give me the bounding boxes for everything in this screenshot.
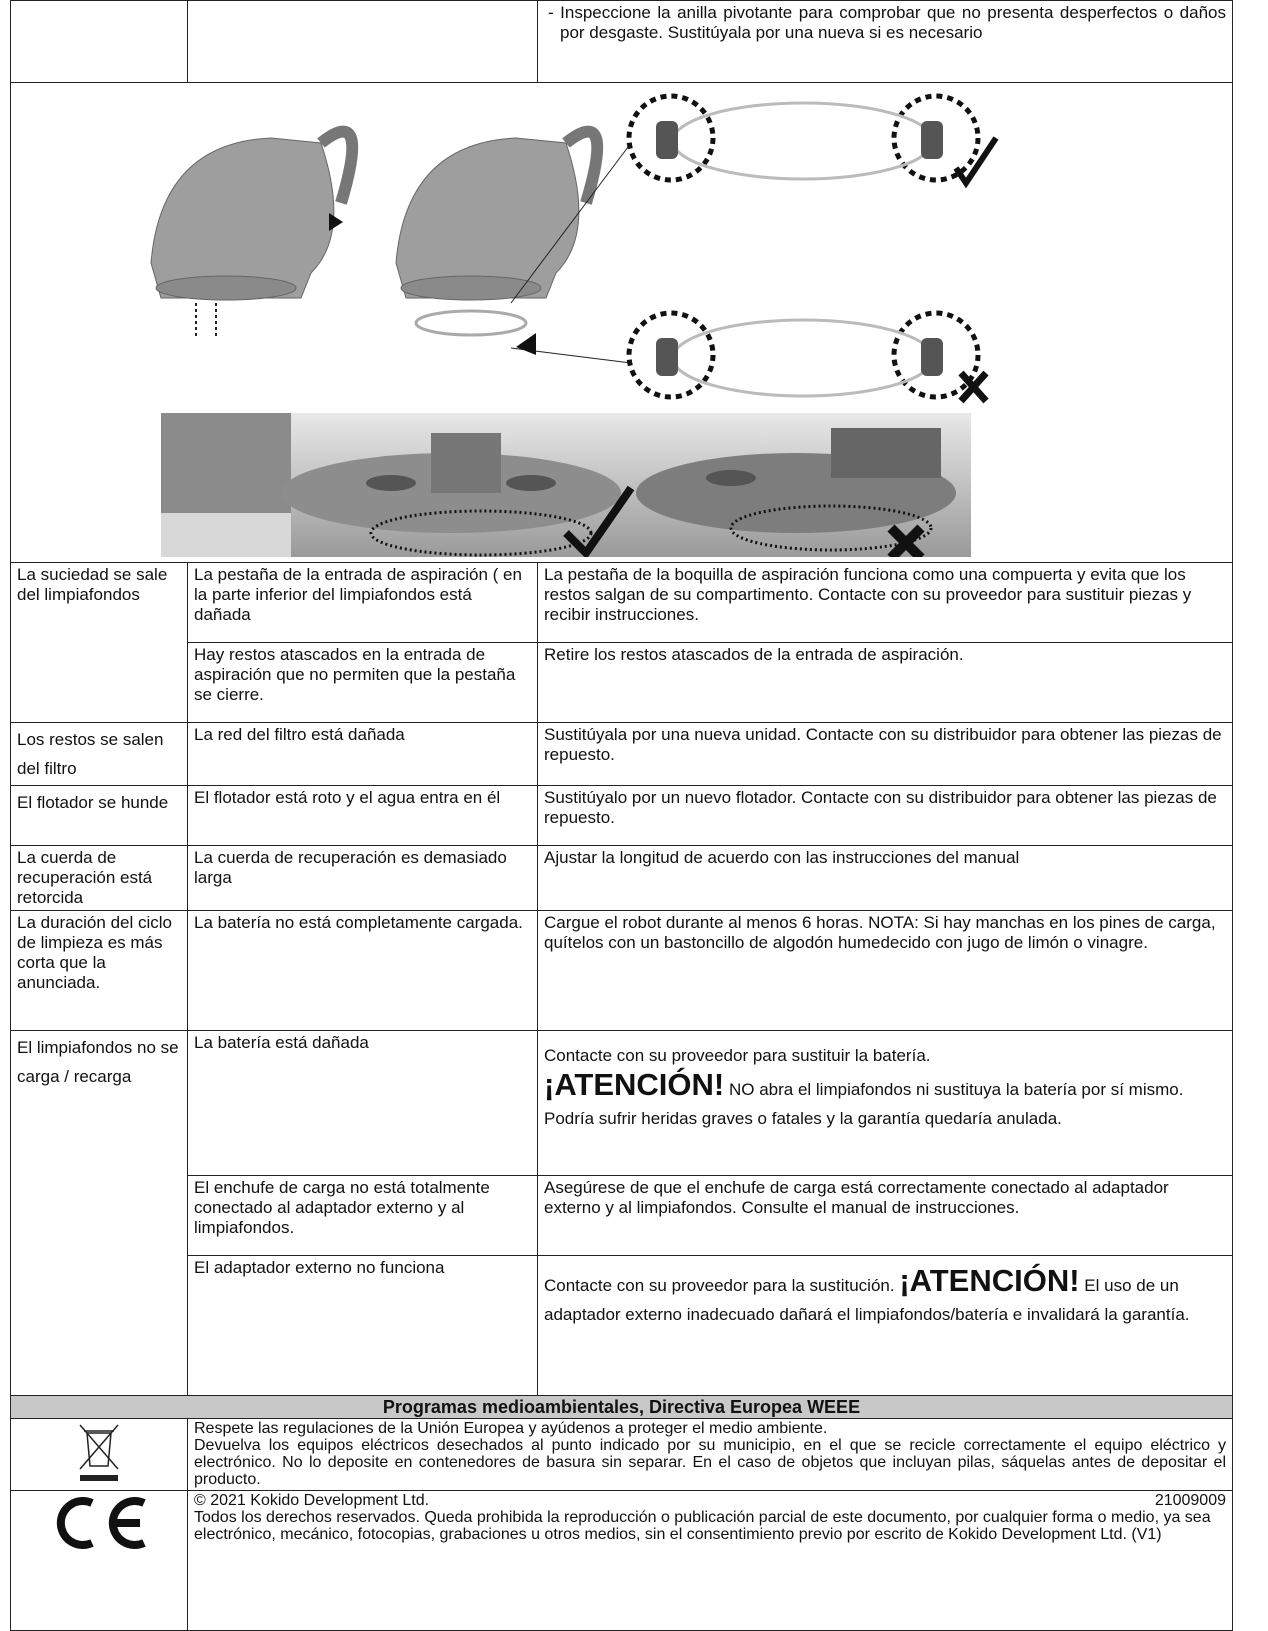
row: Hay restos atascados en la entrada de as… [11,642,1233,723]
row: - Inspeccione la anilla pivotante para c… [10,0,1233,83]
row: El adaptador externo no funciona Contact… [11,1255,1233,1396]
solution-text: Contacte con su proveedor para la sustit… [544,1276,895,1295]
row: Respete las regulaciones de la Unión Eur… [10,1418,1233,1491]
problem: La cuerda de recuperación está retorcida [10,845,188,911]
cause: La batería no está completamente cargada… [187,910,538,1031]
manual-table: - Inspeccione la anilla pivotante para c… [10,0,1233,1631]
problem: La duración del ciclo de limpieza es más… [10,910,188,1031]
row [10,82,1233,563]
cause: Hay restos atascados en la entrada de as… [187,642,538,723]
section-title: Programas medioambientales, Directiva Eu… [10,1395,1233,1419]
warning: ¡ATENCIÓN! [544,1067,725,1102]
row: El limpiafondos no se carga / recarga La… [10,1030,1233,1396]
solution: Retire los restos atascados de la entrad… [537,642,1233,723]
cause: El flotador está roto y el agua entra en… [187,785,538,846]
ce-mark [56,1497,146,1549]
row: Programas medioambientales, Directiva Eu… [10,1395,1233,1419]
row: La suciedad se sale del limpiafondos La … [10,562,1233,723]
problem: El flotador se hunde [10,785,188,846]
solution: Ajustar la longitud de acuerdo con las i… [537,845,1233,911]
row: © 2021 Kokido Development Ltd. 21009009 … [10,1490,1233,1631]
problem: El limpiafondos no se carga / recarga [10,1030,188,1396]
doc-code: 21009009 [1154,1492,1226,1509]
solution-text: El uso de un adaptador externo inadecuad… [544,1276,1190,1324]
solution: Cargue el robot durante al menos 6 horas… [537,910,1233,1031]
problem: Los restos se salen del filtro [10,722,188,786]
row: Los restos se salen del filtro La red de… [10,722,1233,786]
weee-icon [79,1424,119,1481]
solution: Sustitúyalo por un nuevo flotador. Conta… [537,785,1233,846]
footer-head: © 2021 Kokido Development Ltd. 21009009 [194,1492,1226,1509]
paragraph: Respete las regulaciones de la Unión Eur… [194,1420,828,1437]
solution: Contacte con su proveedor para la sustit… [537,1255,1233,1396]
cell [187,0,538,83]
solution-text: NO abra el limpiafondos ni sustituya la … [544,1080,1184,1128]
solution: Sustitúyala por una nueva unidad. Contac… [537,722,1233,786]
illustration-cell [10,82,1233,563]
weee-icon-cell [10,1418,188,1491]
weee-text: Respete las regulaciones de la Unión Eur… [187,1418,1233,1491]
paragraph: Devuelva los equipos eléctricos desechad… [194,1437,1226,1488]
cause: La pestaña de la entrada de aspiración (… [187,562,538,643]
ce-cell [10,1490,188,1631]
warning: ¡ATENCIÓN! [899,1263,1080,1298]
solution: Contacte con su proveedor para sustituir… [537,1030,1233,1176]
cell [10,0,188,83]
cause: El adaptador externo no funciona [187,1255,538,1396]
row: El flotador se hunde El flotador está ro… [10,785,1233,846]
row: La duración del ciclo de limpieza es más… [10,910,1233,1031]
copyright: © 2021 Kokido Development Ltd. [194,1492,430,1509]
solution: La pestaña de la boquilla de aspiración … [537,562,1233,643]
cause: La cuerda de recuperación es demasiado l… [187,845,538,911]
note: - Inspeccione la anilla pivotante para c… [537,0,1233,83]
footer-text: © 2021 Kokido Development Ltd. 21009009 … [187,1490,1233,1631]
illustration [150,93,999,562]
cause: El enchufe de carga no está totalmente c… [187,1175,538,1256]
solution-text: Contacte con su proveedor para sustituir… [544,1046,931,1065]
row: El enchufe de carga no está totalmente c… [11,1175,1233,1256]
problem: La suciedad se sale del limpiafondos [10,562,188,723]
row: La cuerda de recuperación está retorcida… [10,845,1233,911]
cause: La batería está dañada [187,1030,538,1176]
cause: La red del filtro está dañada [187,722,538,786]
solution: Asegúrese de que el enchufe de carga est… [537,1175,1233,1256]
legal-text: Todos los derechos reservados. Queda pro… [194,1509,1211,1543]
